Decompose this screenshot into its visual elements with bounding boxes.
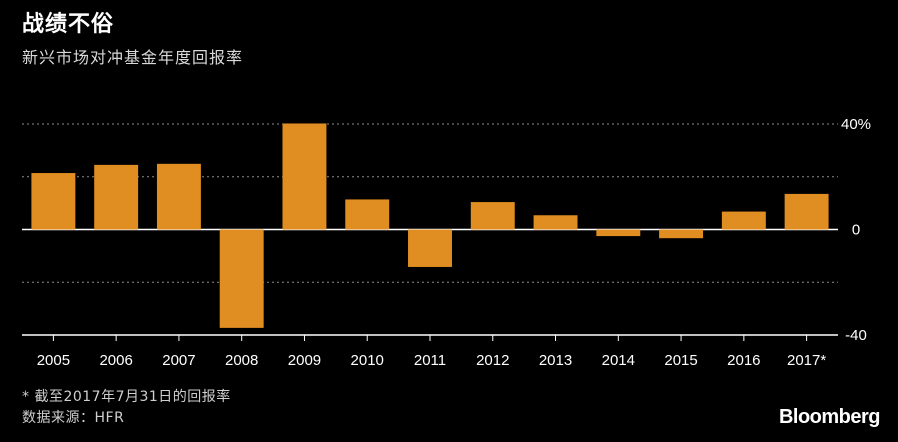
x-tick-label: 2012	[476, 352, 509, 369]
x-tick-label: 2006	[99, 352, 132, 369]
bars	[31, 123, 829, 328]
bar-2008	[219, 229, 264, 328]
bar-2013	[533, 215, 578, 230]
bar-2006	[94, 164, 139, 230]
source-note: 数据来源：HFR	[22, 410, 125, 426]
bar-2017*	[784, 193, 829, 230]
x-tick-label: 2008	[225, 352, 258, 369]
x-tick-label: 2016	[727, 352, 760, 369]
x-tick-label: 2014	[602, 352, 635, 369]
chart-subtitle: 新兴市场对冲基金年度回报率	[22, 48, 244, 67]
bar-2011	[408, 229, 452, 267]
bar-2010	[345, 199, 390, 230]
y-tick-label: 0	[852, 222, 860, 239]
y-tick-label: -40	[845, 327, 867, 344]
x-tick-label: 2013	[539, 352, 572, 369]
x-tick-label: 2017*	[787, 352, 826, 369]
bar-2015	[659, 229, 704, 239]
bar-2005	[31, 173, 76, 230]
y-axis: 40% 0 -40	[841, 116, 871, 344]
x-tick-label: 2010	[351, 352, 384, 369]
bar-2016	[721, 211, 766, 230]
x-tick-label: 2015	[664, 352, 697, 369]
bar-2009	[282, 123, 327, 230]
bloomberg-logo: Bloomberg	[778, 406, 881, 428]
x-tick-label: 2005	[37, 352, 70, 369]
bar-2012	[470, 202, 515, 230]
x-axis: 2005 2006 2007 2008 2009 2010 2011 2012 2013 2014…	[37, 335, 826, 369]
bar-2007	[156, 163, 201, 230]
x-tick-label: 2007	[162, 352, 195, 369]
footnote: * 截至2017年7月31日的回报率	[22, 389, 231, 405]
chart-title: 战绩不俗	[22, 12, 115, 37]
bar-2014	[596, 229, 641, 237]
y-tick-label: 40%	[841, 116, 871, 133]
x-tick-label: 2009	[288, 352, 321, 369]
x-tick-label: 2011	[414, 352, 446, 369]
